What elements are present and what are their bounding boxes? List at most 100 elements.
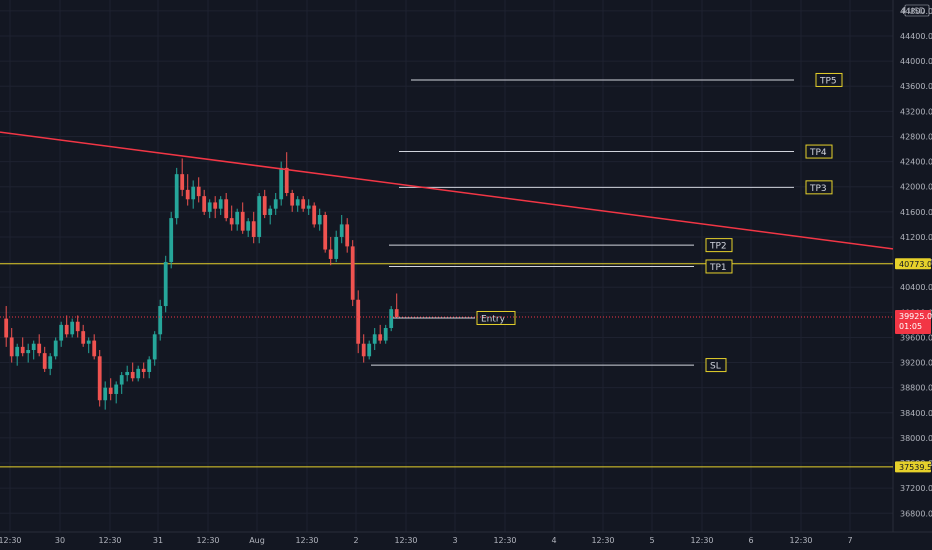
level-tag-tp4 bbox=[805, 144, 833, 159]
level-label-tp4: TP4 bbox=[809, 148, 827, 158]
candle-body bbox=[262, 196, 267, 215]
candle-body bbox=[53, 340, 58, 357]
candle-body bbox=[284, 167, 289, 193]
support-lines bbox=[0, 263, 893, 468]
x-tick-label: 12:30 bbox=[493, 536, 516, 545]
candle-body bbox=[180, 174, 185, 190]
x-tick-label: 2 bbox=[353, 536, 358, 545]
x-tick-label: 12:30 bbox=[591, 536, 614, 545]
trendline[interactable] bbox=[0, 131, 894, 250]
x-tick-label: 12:30 bbox=[789, 536, 812, 545]
x-tick-label: 5 bbox=[649, 536, 654, 545]
candle-body bbox=[48, 356, 53, 369]
level-label-tp5: TP5 bbox=[819, 76, 837, 86]
candle-body bbox=[317, 214, 322, 225]
candle-body bbox=[257, 196, 262, 237]
candle-body bbox=[383, 328, 388, 341]
candle-body bbox=[301, 199, 306, 209]
y-tick-label: 38800.0 bbox=[900, 384, 932, 393]
x-tick-label: 4 bbox=[551, 536, 556, 545]
candle-body bbox=[378, 334, 383, 341]
y-tick-label: 36800.0 bbox=[900, 509, 932, 518]
x-tick-label: 12:30 bbox=[98, 536, 121, 545]
y-tick-label: 38000.0 bbox=[900, 434, 932, 443]
candle-body bbox=[86, 340, 91, 344]
candle-body bbox=[42, 353, 47, 369]
y-tick-label: 41200.0 bbox=[900, 233, 932, 242]
last-price-countdown: 01:05 bbox=[899, 322, 922, 331]
level-label-tp1: TP1 bbox=[709, 263, 727, 273]
candle-body bbox=[295, 199, 300, 206]
candles bbox=[4, 152, 399, 410]
x-tick-label: 12:30 bbox=[196, 536, 219, 545]
level-label-tp3: TP3 bbox=[809, 184, 827, 194]
last-price-tag bbox=[895, 310, 931, 335]
x-tick-label: 12:30 bbox=[394, 536, 417, 545]
candle-body bbox=[334, 236, 339, 259]
candle-body bbox=[70, 321, 75, 335]
candle-body bbox=[174, 174, 179, 219]
candle-body bbox=[312, 205, 317, 225]
x-tick-label: 31 bbox=[153, 536, 163, 545]
candle-body bbox=[15, 346, 20, 357]
candle-body bbox=[389, 309, 394, 329]
currency-label: USD bbox=[908, 7, 925, 16]
grid-lines bbox=[0, 0, 893, 532]
trendline-group[interactable] bbox=[0, 131, 894, 250]
candle-body bbox=[103, 387, 108, 401]
candle-body bbox=[224, 199, 229, 219]
y-tick-label: 40400.0 bbox=[900, 283, 932, 292]
candle-body bbox=[367, 343, 372, 357]
candle-body bbox=[9, 337, 14, 357]
candle-body bbox=[114, 384, 119, 394]
candle-body bbox=[152, 334, 157, 360]
candle-body bbox=[345, 224, 350, 247]
candle-body bbox=[361, 343, 366, 357]
candle-body bbox=[273, 199, 278, 209]
level-label-entry: Entry bbox=[481, 314, 506, 324]
y-tick-label: 44400.0 bbox=[900, 32, 932, 41]
y-tick-label: 38400.0 bbox=[900, 409, 932, 418]
currency-badge[interactable] bbox=[904, 4, 930, 17]
candle-body bbox=[119, 375, 124, 385]
time-axis[interactable]: 12:30 30 12:30 31 12:30 Aug 12:30 2 12:30 3 12:30 4… bbox=[0, 531, 932, 545]
level-tag-tp5 bbox=[815, 72, 843, 87]
candle-body bbox=[31, 343, 36, 350]
candle-body bbox=[26, 350, 31, 354]
y-tick-label: 43600.0 bbox=[900, 82, 932, 91]
support-price-label: 37539.5 bbox=[899, 463, 932, 472]
price-tags: 40773.0 37539.5 39925.001:05 bbox=[0, 258, 932, 473]
x-tick-label: 30 bbox=[55, 536, 65, 545]
y-tick-label: 37200.0 bbox=[900, 484, 932, 493]
candle-body bbox=[158, 306, 163, 335]
y-tick-label: 44800.0 bbox=[900, 7, 932, 16]
candle-body bbox=[328, 249, 333, 259]
x-tick-label: 12:30 bbox=[0, 536, 22, 545]
candle-body bbox=[279, 167, 284, 200]
candle-body bbox=[356, 299, 361, 344]
candle-body bbox=[372, 334, 377, 344]
candle-body bbox=[37, 343, 42, 354]
level-tag-tp3 bbox=[805, 180, 833, 195]
support-price-label: 40773.0 bbox=[899, 260, 932, 269]
y-tick-label: 39200.0 bbox=[900, 359, 932, 368]
y-tick-label: 43200.0 bbox=[900, 107, 932, 116]
candle-body bbox=[81, 331, 86, 344]
candle-body bbox=[306, 205, 311, 209]
candle-body bbox=[163, 262, 168, 307]
candle-body bbox=[213, 202, 218, 209]
last-price-value: 39925.0 bbox=[899, 312, 932, 321]
axis-label-top: 4 bbox=[901, 6, 906, 15]
candle-body bbox=[290, 193, 295, 206]
candle-body bbox=[240, 211, 245, 231]
candle-body bbox=[169, 218, 174, 263]
y-tick-label: 39600.0 bbox=[900, 333, 932, 342]
candle-body bbox=[323, 214, 328, 250]
candle-body bbox=[125, 371, 130, 376]
candle-body bbox=[394, 309, 399, 318]
level-tag-entry bbox=[476, 310, 516, 325]
level-tag-sl bbox=[705, 358, 727, 373]
y-tick-label: 42400.0 bbox=[900, 158, 932, 167]
